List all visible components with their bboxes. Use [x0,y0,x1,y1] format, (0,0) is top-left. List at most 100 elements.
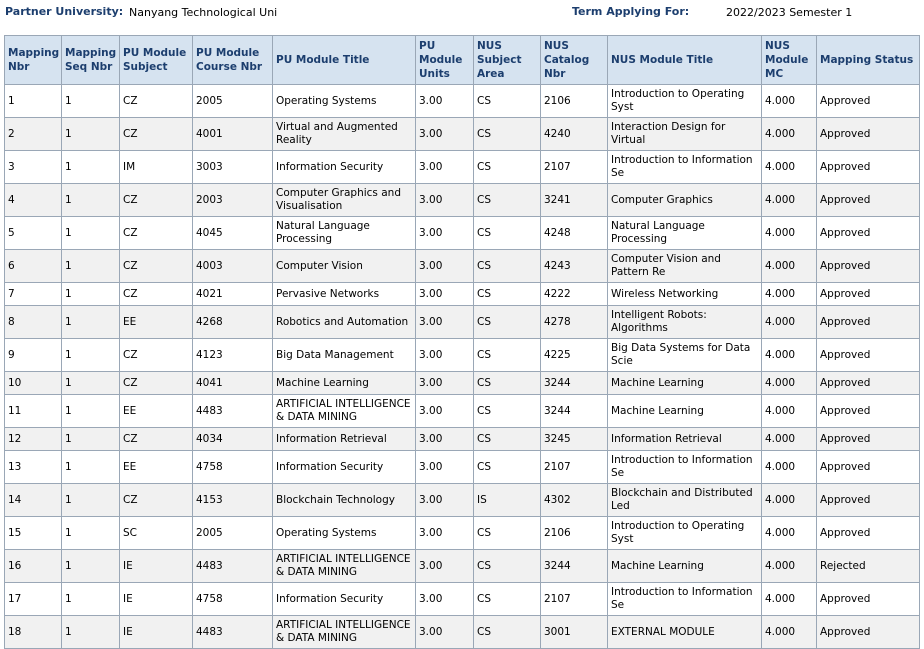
cell-pu-module-title: Big Data Management [272,338,416,372]
cell-nus-module-title: Interaction Design for Virtual [607,117,762,151]
cell-pu-course-nbr: 4153 [192,483,273,517]
cell-mapping-status: Approved [816,216,920,250]
cell-nus-module-mc: 4.000 [761,427,817,451]
cell-pu-subject: CZ [119,282,193,306]
cell-nus-subject-area: CS [473,582,541,616]
col-header-pu-module-course-nbr[interactable]: PU Module Course Nbr [192,35,273,85]
cell-pu-course-nbr: 4268 [192,305,273,339]
cell-mapping-seq-nbr: 1 [61,216,120,250]
table-row: 10 1 CZ 4041 Machine Learning 3.00 CS 3244 Machi… [4,371,920,395]
cell-nus-module-mc: 4.000 [761,84,817,118]
cell-pu-units: 3.00 [415,117,474,151]
cell-mapping-nbr: 4 [4,183,62,217]
cell-pu-module-title: Pervasive Networks [272,282,416,306]
cell-pu-units: 3.00 [415,450,474,484]
cell-pu-module-title: Information Security [272,582,416,616]
cell-nus-catalog-nbr: 3244 [540,549,608,583]
cell-pu-course-nbr: 4483 [192,615,273,649]
cell-mapping-seq-nbr: 1 [61,305,120,339]
cell-nus-module-title: Machine Learning [607,394,762,428]
cell-mapping-status: Approved [816,450,920,484]
cell-pu-units: 3.00 [415,282,474,306]
col-header-mapping-seq-nbr[interactable]: Mapping Seq Nbr [61,35,120,85]
cell-pu-subject: EE [119,394,193,428]
cell-mapping-status: Rejected [816,549,920,583]
cell-nus-module-title: Blockchain and Distributed Led [607,483,762,517]
table-row: 7 1 CZ 4021 Pervasive Networks 3.00 CS 4222 Wire… [4,282,920,306]
col-header-pu-module-units[interactable]: PU Module Units [415,35,474,85]
table-row: 3 1 IM 3003 Information Security 3.00 CS 2107 In… [4,150,920,184]
cell-nus-module-title: Machine Learning [607,371,762,395]
cell-mapping-seq-nbr: 1 [61,615,120,649]
cell-mapping-status: Approved [816,371,920,395]
cell-nus-module-mc: 4.000 [761,549,817,583]
cell-nus-subject-area: CS [473,150,541,184]
cell-pu-subject: CZ [119,249,193,283]
cell-pu-course-nbr: 4123 [192,338,273,372]
cell-pu-course-nbr: 4758 [192,450,273,484]
cell-pu-module-title: Operating Systems [272,516,416,550]
col-header-pu-module-subject[interactable]: PU Module Subject [119,35,193,85]
cell-mapping-seq-nbr: 1 [61,549,120,583]
cell-nus-subject-area: CS [473,394,541,428]
header-bar: Partner University: Nanyang Technologica… [0,0,924,34]
cell-mapping-seq-nbr: 1 [61,371,120,395]
table-header-row: Mapping Nbr Mapping Seq Nbr PU Module Su… [4,35,920,85]
cell-nus-module-title: Big Data Systems for Data Scie [607,338,762,372]
cell-pu-course-nbr: 4045 [192,216,273,250]
cell-pu-course-nbr: 4001 [192,117,273,151]
cell-mapping-nbr: 2 [4,117,62,151]
cell-mapping-status: Approved [816,183,920,217]
term-applying-label: Term Applying For: [572,5,690,18]
cell-nus-catalog-nbr: 4225 [540,338,608,372]
cell-pu-units: 3.00 [415,615,474,649]
cell-mapping-nbr: 9 [4,338,62,372]
cell-pu-subject: CZ [119,483,193,517]
cell-pu-subject: CZ [119,216,193,250]
cell-pu-units: 3.00 [415,582,474,616]
cell-mapping-seq-nbr: 1 [61,183,120,217]
col-header-mapping-nbr[interactable]: Mapping Nbr [4,35,62,85]
cell-pu-module-title: Virtual and Augmented Reality [272,117,416,151]
table-row: 1 1 CZ 2005 Operating Systems 3.00 CS 2106 Intro… [4,84,920,118]
cell-mapping-status: Approved [816,249,920,283]
cell-mapping-status: Approved [816,282,920,306]
table-row: 8 1 EE 4268 Robotics and Automation 3.00 CS 427… [4,305,920,339]
table-row: 13 1 EE 4758 Information Security 3.00 CS 2107 I… [4,450,920,484]
cell-pu-module-title: Computer Vision [272,249,416,283]
cell-mapping-seq-nbr: 1 [61,450,120,484]
cell-pu-units: 3.00 [415,549,474,583]
col-header-pu-module-title[interactable]: PU Module Title [272,35,416,85]
cell-nus-subject-area: CS [473,516,541,550]
cell-nus-subject-area: CS [473,84,541,118]
col-header-nus-module-title[interactable]: NUS Module Title [607,35,762,85]
cell-mapping-status: Approved [816,516,920,550]
table-row: 16 1 IE 4483 ARTIFICIAL INTELLIGENCE & DATA … [4,549,920,583]
col-header-mapping-status[interactable]: Mapping Status [816,35,920,85]
cell-mapping-nbr: 18 [4,615,62,649]
col-header-nus-subject-area[interactable]: NUS Subject Area [473,35,541,85]
cell-mapping-nbr: 14 [4,483,62,517]
cell-pu-units: 3.00 [415,150,474,184]
cell-pu-units: 3.00 [415,249,474,283]
cell-mapping-seq-nbr: 1 [61,282,120,306]
col-header-nus-module-mc[interactable]: NUS Module MC [761,35,817,85]
cell-nus-catalog-nbr: 2107 [540,450,608,484]
cell-nus-module-title: Natural Language Processing [607,216,762,250]
cell-pu-subject: IM [119,150,193,184]
cell-nus-module-title: Introduction to Information Se [607,582,762,616]
cell-mapping-seq-nbr: 1 [61,117,120,151]
col-header-nus-catalog-nbr[interactable]: NUS Catalog Nbr [540,35,608,85]
cell-pu-subject: IE [119,615,193,649]
cell-mapping-status: Approved [816,338,920,372]
cell-mapping-seq-nbr: 1 [61,516,120,550]
cell-pu-course-nbr: 2003 [192,183,273,217]
cell-mapping-seq-nbr: 1 [61,150,120,184]
cell-mapping-nbr: 12 [4,427,62,451]
cell-pu-units: 3.00 [415,84,474,118]
cell-nus-catalog-nbr: 4278 [540,305,608,339]
cell-mapping-seq-nbr: 1 [61,84,120,118]
cell-pu-course-nbr: 4483 [192,394,273,428]
cell-nus-module-mc: 4.000 [761,450,817,484]
cell-pu-units: 3.00 [415,516,474,550]
